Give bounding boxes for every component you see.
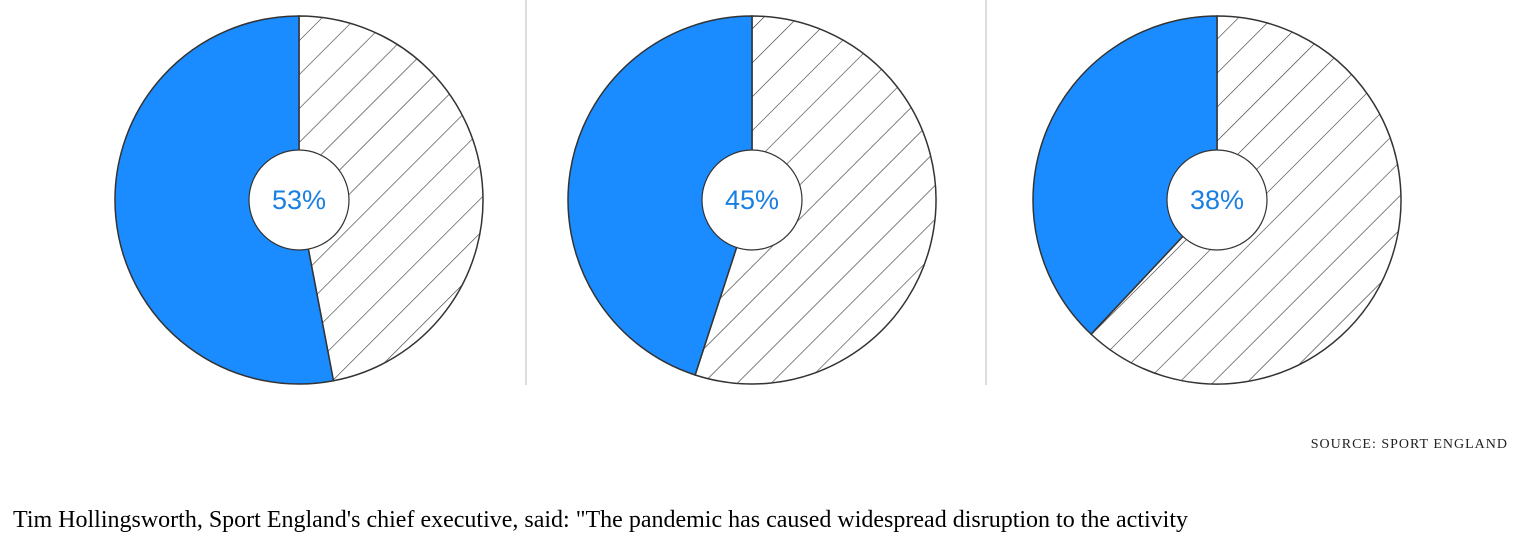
pie-slice-value (1032, 15, 1218, 336)
pie-percent-label: 45% (725, 185, 779, 215)
pie-slice-value (114, 15, 335, 385)
pie-slice-value (567, 15, 753, 376)
pie-percent-label: 53% (272, 185, 326, 215)
pie-slice-remainder (298, 15, 484, 382)
pie-percent-label: 38% (1190, 185, 1244, 215)
source-credit: SOURCE: SPORT ENGLAND (1310, 437, 1508, 448)
article-paragraph: Tim Hollingsworth, Sport England's chief… (13, 507, 1188, 533)
pie-charts: 53% 45% 38% (114, 0, 1402, 385)
pie-slice-remainder (694, 15, 937, 385)
pie-center-circle (701, 149, 803, 251)
pie-center-circle (1166, 149, 1268, 251)
pie-center-circle (248, 149, 350, 251)
